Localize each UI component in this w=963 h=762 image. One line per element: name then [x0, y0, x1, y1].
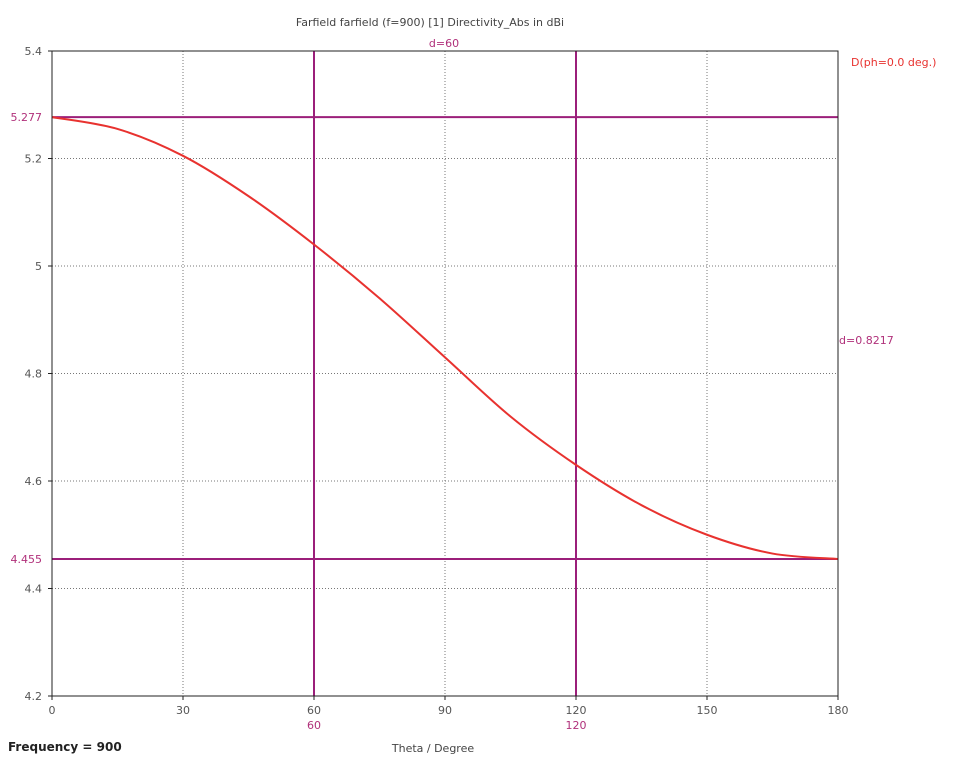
series-layer	[51, 116, 839, 560]
tick-labels: 0 30 60 90 120 150 180 4.2 4.4 4.6 4.8 5 5.2 5.4 60 120…	[11, 45, 849, 732]
y-tick-label: 5.2	[25, 153, 43, 166]
y-tick-label: 4.4	[25, 583, 43, 596]
y-tick-label: 4.6	[25, 475, 43, 488]
x-tick-label: 60	[307, 704, 321, 717]
marker-x-label: 120	[566, 719, 587, 732]
y-tick-label: 5	[35, 260, 42, 273]
grid	[52, 51, 838, 696]
x-tick-label: 120	[566, 704, 587, 717]
x-tick-label: 0	[49, 704, 56, 717]
frequency-label: Frequency = 900	[8, 740, 122, 754]
x-tick-label: 180	[828, 704, 849, 717]
chart-title: Farfield farfield (f=900) [1] Directivit…	[296, 16, 564, 29]
delta-x-label: d=60	[429, 37, 459, 50]
markers	[52, 51, 838, 696]
marker-x-label: 60	[307, 719, 321, 732]
x-tick-label: 90	[438, 704, 452, 717]
x-tick-label: 150	[697, 704, 718, 717]
x-tick-label: 30	[176, 704, 190, 717]
legend-entry: D(ph=0.0 deg.)	[851, 56, 936, 69]
y-tick-label: 5.4	[25, 45, 43, 58]
x-axis-label: Theta / Degree	[391, 742, 474, 755]
delta-y-label: d=0.8217	[839, 334, 894, 347]
series-line	[51, 116, 839, 560]
y-tick-label: 4.8	[25, 368, 43, 381]
y-tick-label: 4.2	[25, 690, 43, 703]
marker-y-label: 5.277	[11, 111, 43, 124]
marker-y-label: 4.455	[11, 553, 43, 566]
